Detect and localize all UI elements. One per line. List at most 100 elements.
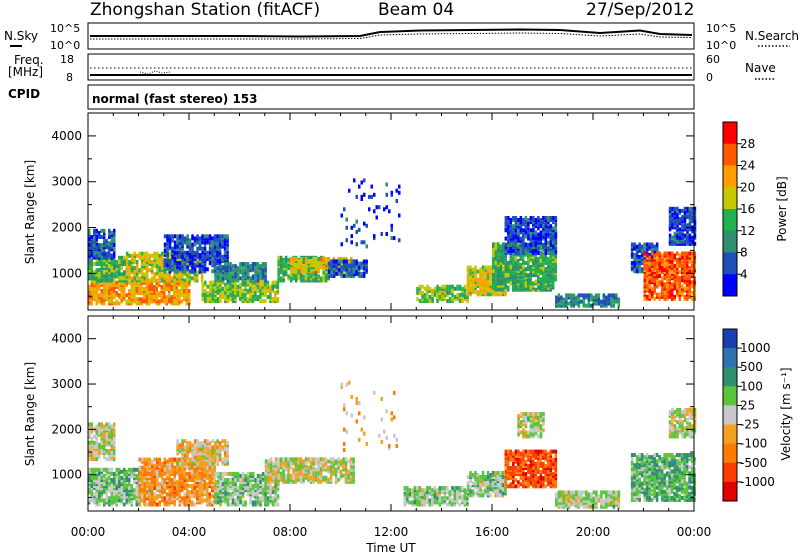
- scatter-cell: [549, 267, 552, 272]
- scatter-cell: [168, 234, 172, 239]
- freq-left-tick-top: 18: [60, 53, 74, 66]
- scatter-cell: [549, 226, 553, 231]
- scatter-cell: [246, 270, 250, 275]
- scatter-cell: [519, 271, 522, 276]
- scatter-cell: [120, 282, 123, 287]
- velocity-cells: [88, 380, 697, 509]
- scatter-cell: [661, 268, 664, 272]
- scatter-cell: [350, 273, 353, 278]
- scatter-cell: [120, 469, 123, 474]
- scatter-cell: [211, 471, 214, 476]
- scatter-cell: [98, 243, 101, 248]
- scatter-cell: [191, 461, 194, 466]
- scatter-cell: [98, 260, 101, 264]
- scatter-cell: [178, 299, 181, 304]
- scatter-cell: [322, 260, 325, 264]
- scatter-cell: [95, 482, 98, 487]
- scatter-cell: [120, 492, 123, 497]
- scatter-cell: [219, 295, 222, 299]
- scatter-cell: [138, 282, 141, 287]
- scatter-cell: [93, 247, 96, 252]
- scatter-cell: [163, 278, 166, 283]
- scatter-cell: [325, 267, 328, 272]
- scatter-cell: [128, 253, 131, 258]
- scatter-cell: [135, 253, 139, 258]
- scatter-cell: [522, 265, 525, 269]
- scatter-cell: [103, 430, 106, 435]
- scatter-cell: [512, 252, 515, 257]
- scatter-cell: [499, 250, 502, 255]
- scatter-cell: [691, 272, 694, 277]
- scatter-cell: [135, 297, 138, 302]
- scatter-cell: [88, 297, 91, 302]
- scatter-cell: [373, 192, 376, 197]
- scatter-cell: [105, 467, 108, 472]
- scatter-cell: [123, 467, 126, 472]
- scatter-cell: [271, 280, 275, 285]
- scatter-cell: [552, 232, 555, 237]
- scatter-cell: [484, 286, 487, 291]
- scatter-cell: [128, 274, 131, 279]
- scatter-cell: [168, 478, 171, 482]
- scatter-cell: [90, 257, 93, 262]
- scatter-cell: [337, 271, 341, 276]
- scatter-cell: [123, 287, 126, 291]
- scatter-cell: [686, 251, 689, 256]
- scatter-cell: [340, 271, 343, 276]
- scatter-cell: [98, 451, 101, 455]
- scatter-cell: [229, 290, 232, 295]
- scatter-cell: [138, 465, 141, 470]
- scatter-cell: [196, 488, 199, 493]
- scatter-cell: [138, 291, 141, 296]
- scatter-cell: [168, 244, 172, 249]
- scatter-cell: [231, 290, 235, 295]
- scatter-cell: [282, 274, 285, 279]
- scatter-cell: [173, 278, 176, 283]
- scatter-cell: [555, 299, 558, 304]
- scatter-cell: [209, 286, 212, 291]
- scatter-cell: [203, 267, 207, 272]
- scatter-cell: [676, 278, 679, 283]
- scatter-cell: [183, 261, 187, 266]
- scatter-cell: [110, 467, 113, 472]
- scatter-cell: [108, 475, 111, 480]
- scatter-cell: [158, 274, 161, 279]
- scatter-cell: [524, 226, 528, 231]
- scatter-cell: [643, 282, 646, 287]
- scatter-cell: [554, 258, 557, 263]
- scatter-cell: [691, 235, 694, 240]
- scatter-cell: [168, 251, 171, 256]
- scatter-cell: [201, 447, 204, 452]
- scatter-cell: [213, 257, 217, 261]
- scatter-cell: [686, 215, 689, 220]
- scatter-cell: [537, 242, 540, 247]
- scatter-cell: [476, 279, 480, 284]
- scatter-cell: [532, 254, 535, 259]
- scatter-cell: [549, 246, 553, 251]
- scatter-cell: [178, 457, 181, 462]
- scatter-cell: [554, 271, 557, 276]
- scatter-cell: [514, 283, 517, 288]
- scatter-cell: [173, 482, 176, 487]
- scatter-cell: [343, 207, 346, 212]
- scatter-cell: [355, 229, 358, 234]
- scatter-cell: [305, 263, 308, 268]
- scatter-cell: [648, 294, 651, 299]
- scatter-cell: [433, 286, 437, 291]
- scatter-cell: [681, 208, 684, 213]
- scatter-cell: [398, 184, 401, 189]
- scatter-cell: [539, 218, 543, 222]
- scatter-cell: [200, 278, 204, 283]
- scatter-cell: [143, 291, 146, 296]
- scatter-cell: [145, 280, 148, 285]
- scatter-cell: [320, 261, 323, 266]
- scatter-cell: [160, 257, 164, 262]
- scatter-cell: [186, 267, 189, 272]
- scatter-cell: [544, 275, 547, 280]
- scatter-cell: [456, 295, 459, 299]
- scatter-cell: [224, 286, 227, 291]
- scatter-cell: [676, 263, 679, 268]
- scatter-cell: [168, 278, 171, 283]
- scatter-cell: [668, 290, 671, 295]
- scatter-cell: [305, 257, 308, 261]
